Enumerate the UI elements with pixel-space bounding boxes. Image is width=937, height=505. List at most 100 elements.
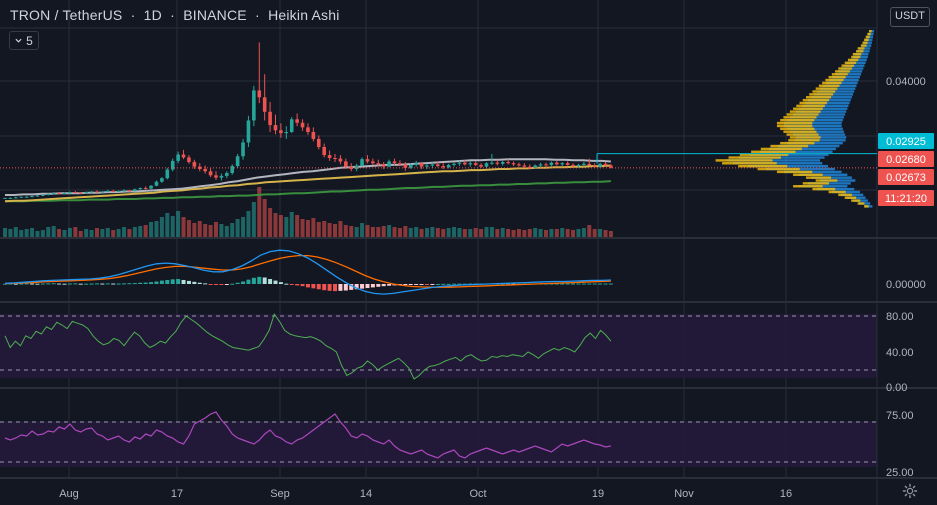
currency-button[interactable]: USDT bbox=[890, 7, 930, 27]
volume-bar bbox=[122, 227, 127, 237]
candle-body bbox=[219, 175, 224, 178]
candle-body bbox=[154, 181, 159, 186]
volume-profile-bar-alt bbox=[815, 179, 838, 182]
volume-bar bbox=[246, 211, 251, 237]
osc-band-background bbox=[0, 421, 877, 467]
macd-histogram-bar bbox=[457, 283, 462, 285]
volume-profile-bar-alt bbox=[812, 187, 836, 191]
macd-histogram-bar bbox=[284, 283, 289, 285]
macd-histogram-bar bbox=[289, 284, 294, 285]
candle-body bbox=[252, 90, 256, 121]
macd-tick-label: 0.00000 bbox=[886, 279, 926, 291]
volume-profile-bar bbox=[841, 193, 864, 197]
volume-bar bbox=[143, 225, 148, 237]
candle-body bbox=[360, 159, 364, 166]
volume-profile-bar-alt bbox=[864, 38, 869, 42]
volume-bar bbox=[495, 229, 500, 237]
candle-body bbox=[300, 122, 305, 128]
volume-profile-bar-alt bbox=[805, 96, 832, 99]
volume-bar bbox=[387, 225, 392, 237]
candle-body bbox=[506, 162, 510, 164]
volume-profile-bar bbox=[844, 64, 865, 67]
volume-profile-bar-alt bbox=[851, 55, 861, 59]
macd-histogram-bar bbox=[414, 284, 419, 285]
candle-body bbox=[78, 192, 83, 194]
macd-histogram-bar bbox=[176, 279, 181, 284]
macd-histogram-bar bbox=[311, 284, 316, 289]
macd-histogram-bar bbox=[24, 283, 29, 285]
candle-body bbox=[133, 189, 137, 191]
volume-profile-bar bbox=[787, 119, 843, 122]
interval-label[interactable]: 1D bbox=[143, 7, 162, 23]
volume-bar bbox=[571, 230, 576, 237]
volume-bar bbox=[262, 199, 267, 237]
volume-bar bbox=[116, 229, 121, 237]
volume-profile-bar bbox=[854, 52, 869, 56]
volume-bar bbox=[338, 221, 343, 237]
macd-histogram-bar bbox=[94, 283, 99, 285]
macd-histogram-bar bbox=[149, 282, 154, 284]
macd-histogram-bar bbox=[138, 282, 143, 284]
macd-histogram-bar bbox=[219, 284, 224, 285]
volume-profile-bar bbox=[832, 190, 860, 194]
volume-profile-bar bbox=[766, 167, 835, 171]
volume-profile-bar-alt bbox=[809, 93, 834, 96]
candle-body bbox=[387, 161, 391, 167]
collapsed-count: 5 bbox=[26, 33, 33, 48]
volume-bar bbox=[408, 228, 413, 237]
volume-profile-bar bbox=[820, 179, 856, 182]
candle-body bbox=[214, 175, 218, 178]
candle-body bbox=[192, 162, 197, 167]
x-tick-label: 16 bbox=[780, 488, 792, 500]
macd-histogram-bar bbox=[105, 283, 110, 285]
volume-profile-bar-alt bbox=[770, 144, 809, 148]
macd-histogram-bar bbox=[608, 283, 613, 285]
candle-body bbox=[149, 185, 153, 189]
macd-histogram-bar bbox=[40, 283, 45, 285]
volume-profile-bar bbox=[749, 153, 829, 156]
volume-profile-bar bbox=[820, 87, 856, 90]
macd-histogram-bar bbox=[111, 283, 116, 285]
volume-profile-bar bbox=[853, 199, 868, 202]
macd-histogram-bar bbox=[19, 283, 24, 285]
price-lines bbox=[0, 153, 877, 169]
candles bbox=[3, 42, 613, 200]
candle-body bbox=[603, 163, 608, 166]
chart-style[interactable]: Heikin Ashi bbox=[268, 7, 340, 23]
collapse-indicators-button[interactable]: 5 bbox=[9, 31, 39, 50]
settings-gear-icon[interactable] bbox=[902, 483, 918, 499]
macd-histogram-bar bbox=[127, 283, 132, 285]
volume-bar bbox=[159, 217, 164, 237]
symbol-name[interactable]: TRON / TetherUS bbox=[10, 7, 123, 23]
volume-profile-bar bbox=[769, 147, 836, 151]
volume-bar bbox=[414, 227, 419, 237]
candle-body bbox=[430, 164, 435, 166]
oscillator-panel-backgrounds bbox=[0, 314, 877, 467]
volume-bar bbox=[354, 227, 359, 237]
candle-body bbox=[208, 171, 213, 176]
macd-histogram-bar bbox=[143, 282, 148, 284]
volume-profile-bar bbox=[811, 176, 852, 179]
volume-bar bbox=[598, 229, 603, 237]
macd-histogram-bar bbox=[159, 280, 164, 284]
osc-tick-label: 25.00 bbox=[886, 467, 914, 479]
macd-histogram-bar bbox=[78, 283, 83, 285]
candle-body bbox=[457, 162, 462, 164]
macd-histogram-bar bbox=[587, 283, 592, 285]
volume-bar bbox=[587, 225, 592, 237]
volume-bar bbox=[511, 230, 516, 237]
volume-bar bbox=[430, 227, 435, 237]
volume-bar bbox=[24, 229, 29, 237]
macd-histogram-bar bbox=[3, 283, 7, 285]
macd-histogram-bar bbox=[213, 284, 218, 285]
candle-body bbox=[187, 157, 191, 163]
candle-body bbox=[463, 162, 467, 165]
volume-bar bbox=[506, 229, 511, 237]
macd-histogram-bar bbox=[208, 284, 213, 285]
moving-averages bbox=[4, 158, 611, 203]
volume-bar bbox=[370, 227, 375, 237]
volume-bar bbox=[289, 212, 294, 237]
macd-histogram-bar bbox=[446, 283, 451, 285]
